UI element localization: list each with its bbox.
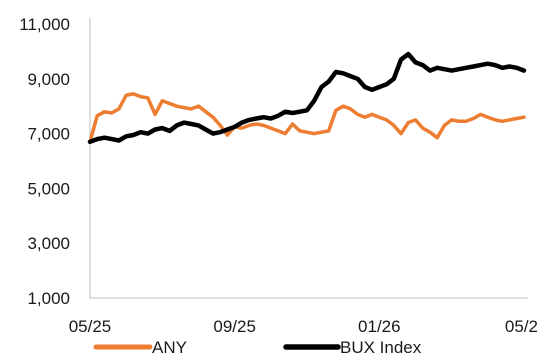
axes xyxy=(89,18,528,299)
x-tick-label: 01/26 xyxy=(358,317,401,336)
legend-label: ANY xyxy=(152,338,187,356)
y-tick-label: 11,000 xyxy=(19,15,70,34)
legend-label: BUX Index xyxy=(340,338,422,356)
legend: ANY BUX Index xyxy=(93,338,422,357)
y-tick-labels: 1,000 3,000 5,000 7,000 9,000 11,000 xyxy=(19,15,70,308)
y-tick-label: 9,000 xyxy=(27,70,70,89)
y-tick-label: 5,000 xyxy=(27,179,70,198)
series-line-any xyxy=(88,92,526,144)
series-lines xyxy=(87,51,527,145)
x-tick-label: 05/2 xyxy=(505,317,538,336)
x-tick-label: 05/25 xyxy=(69,317,112,336)
y-tick-label: 1,000 xyxy=(27,289,70,308)
x-tick-label: 09/25 xyxy=(213,317,256,336)
x-tick-labels: 05/25 09/25 01/26 05/2 xyxy=(69,317,538,336)
y-tick-label: 7,000 xyxy=(27,125,70,144)
y-tick-label: 3,000 xyxy=(27,234,70,253)
series-line-bux-index xyxy=(87,51,527,145)
